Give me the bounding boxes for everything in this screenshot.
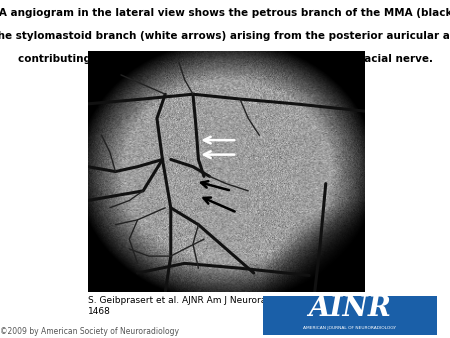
Text: AINR: AINR — [308, 295, 392, 322]
Text: ©2009 by American Society of Neuroradiology: ©2009 by American Society of Neuroradiol… — [0, 327, 179, 336]
Text: AMERICAN JOURNAL OF NEURORADIOLOGY: AMERICAN JOURNAL OF NEURORADIOLOGY — [303, 325, 396, 330]
Text: contributing to the facial arcade, the main supply for the facial nerve.: contributing to the facial arcade, the m… — [18, 54, 432, 65]
Text: S. Geibprasert et al. AJNR Am J Neuroradiol 2009;30:1459-
1468: S. Geibprasert et al. AJNR Am J Neurorad… — [88, 296, 351, 316]
Bar — [263, 296, 436, 335]
Text: and the stylomastoid branch (white arrows) arising from the posterior auricular : and the stylomastoid branch (white arrow… — [0, 31, 450, 42]
Text: Right ECA angiogram in the lateral view shows the petrous branch of the MMA (bla: Right ECA angiogram in the lateral view … — [0, 8, 450, 19]
